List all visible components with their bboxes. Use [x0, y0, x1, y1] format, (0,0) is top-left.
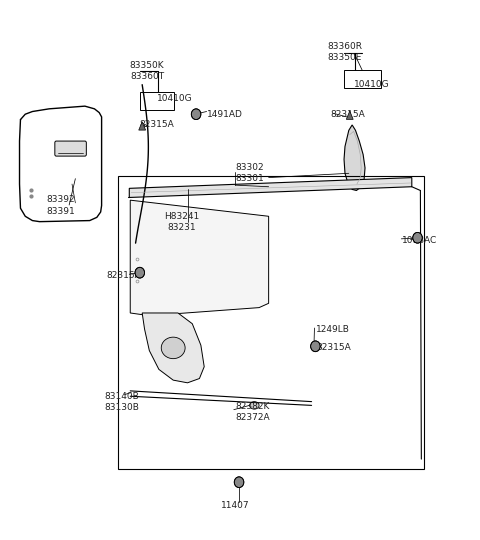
- Circle shape: [192, 109, 201, 119]
- Text: 82315A: 82315A: [107, 271, 141, 280]
- Text: 83392
83391: 83392 83391: [47, 195, 75, 215]
- Circle shape: [413, 232, 422, 243]
- Text: 83302
83301: 83302 83301: [235, 163, 264, 184]
- Polygon shape: [130, 200, 269, 316]
- Text: H83241
83231: H83241 83231: [164, 212, 199, 232]
- Text: 1491AD: 1491AD: [206, 110, 242, 119]
- FancyBboxPatch shape: [140, 92, 174, 110]
- Polygon shape: [344, 125, 365, 191]
- Bar: [118, 176, 424, 469]
- Text: 11407: 11407: [221, 501, 250, 510]
- Text: 82315A: 82315A: [316, 343, 351, 353]
- Text: 1249LB: 1249LB: [316, 325, 350, 334]
- Text: 82315A: 82315A: [331, 110, 365, 119]
- Text: 1018AC: 1018AC: [402, 236, 437, 245]
- Text: 82315A: 82315A: [140, 120, 175, 130]
- Polygon shape: [347, 111, 353, 119]
- Text: 82382K
82372A: 82382K 82372A: [235, 402, 270, 422]
- Polygon shape: [139, 122, 145, 130]
- FancyBboxPatch shape: [344, 70, 381, 89]
- Text: 10410G: 10410G: [354, 80, 389, 89]
- Ellipse shape: [161, 337, 185, 359]
- Ellipse shape: [250, 402, 259, 409]
- Circle shape: [135, 267, 144, 278]
- Polygon shape: [129, 178, 412, 198]
- Text: 83350K
83360T: 83350K 83360T: [130, 61, 164, 82]
- Circle shape: [234, 477, 244, 488]
- Polygon shape: [142, 313, 204, 383]
- Text: 10410G: 10410G: [156, 93, 192, 103]
- Text: 83140B
83130B: 83140B 83130B: [104, 392, 139, 411]
- Text: 83360R
83350E: 83360R 83350E: [327, 42, 362, 63]
- Circle shape: [311, 341, 320, 352]
- FancyBboxPatch shape: [55, 141, 86, 156]
